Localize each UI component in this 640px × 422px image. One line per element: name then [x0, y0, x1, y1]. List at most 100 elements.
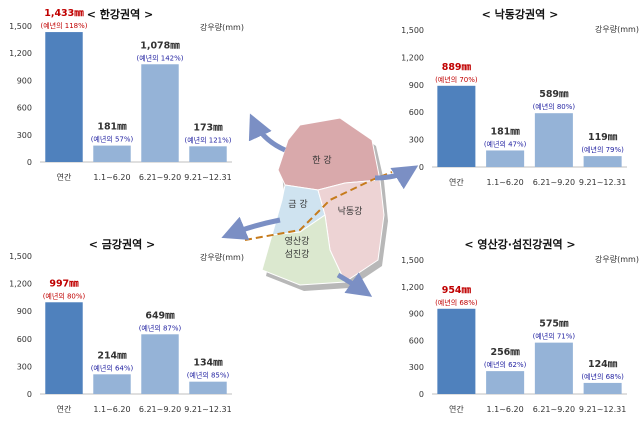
x-tick-label: 1.1~6.20 [487, 178, 524, 187]
value-label: 256㎜ [490, 347, 520, 358]
percent-label: (예년의 80%) [43, 291, 86, 300]
value-label: 889㎜ [442, 62, 472, 73]
percent-label: (예년의 47%) [484, 139, 527, 148]
x-tick-label: 6.21~9.20 [533, 178, 575, 187]
percent-label: (예년의 68%) [435, 298, 478, 307]
y-tick-label: 600 [409, 336, 424, 345]
value-label: 575㎜ [539, 319, 569, 330]
chart-title: < 영산강·섬진강권역 > [464, 237, 575, 251]
percent-label: (예년의 87%) [139, 323, 182, 332]
value-label: 181㎜ [97, 122, 127, 133]
y-tick-label: 900 [409, 310, 424, 319]
unit-label: 강우량(mm) [200, 252, 244, 262]
y-tick-label: 0 [27, 158, 32, 167]
unit-label: 강우량(mm) [595, 254, 639, 264]
x-tick-label: 9.21~12.31 [184, 405, 231, 414]
map-label-yeongsan: 영산강 [285, 236, 310, 247]
value-label: 589㎜ [539, 89, 569, 100]
y-tick-label: 300 [409, 136, 424, 145]
y-tick-label: 1,200 [9, 280, 32, 289]
percent-label: (예년의 71%) [533, 332, 576, 341]
percent-label: (예년의 64%) [91, 363, 134, 372]
percent-label: (예년의 62%) [484, 360, 527, 369]
bar-2 [141, 334, 179, 394]
map-label-nakdong: 낙동강 [338, 206, 363, 217]
y-tick-label: 600 [409, 108, 424, 117]
chart-title: < 한강권역 > [87, 7, 154, 21]
x-tick-label: 1.1~6.20 [93, 405, 130, 414]
y-tick-label: 1,500 [401, 26, 424, 35]
bar-1 [486, 150, 525, 167]
y-tick-label: 1,500 [9, 22, 32, 31]
chart-title: < 금강권역 > [89, 237, 156, 251]
x-tick-label: 6.21~9.20 [139, 173, 181, 182]
map-label-han: 한 강 [312, 155, 331, 166]
percent-label: (예년의 70%) [435, 75, 478, 84]
bar-1 [93, 145, 131, 162]
x-tick-label: 6.21~9.20 [533, 405, 575, 414]
percent-label: (예년의 79%) [581, 145, 624, 154]
x-tick-label: 연간 [57, 172, 72, 182]
bar-3 [583, 156, 622, 167]
bar-3 [189, 381, 227, 394]
y-tick-label: 300 [17, 362, 32, 371]
bar-1 [93, 374, 131, 394]
y-tick-label: 0 [419, 163, 424, 172]
x-tick-label: 1.1~6.20 [93, 173, 130, 182]
bar-1 [486, 371, 525, 394]
bar-2 [534, 113, 573, 167]
y-tick-label: 1,200 [9, 49, 32, 58]
y-tick-label: 600 [17, 104, 32, 113]
bar-2 [141, 64, 179, 162]
bar-0 [437, 85, 476, 167]
x-tick-label: 연간 [449, 404, 464, 414]
value-label: 1,078㎜ [140, 40, 180, 51]
value-label: 214㎜ [97, 350, 127, 361]
bar-2 [534, 342, 573, 394]
y-tick-label: 0 [419, 390, 424, 399]
value-label: 997㎜ [49, 278, 79, 289]
y-tick-label: 900 [17, 307, 32, 316]
map-region-han [277, 117, 381, 191]
x-tick-label: 9.21~12.31 [579, 178, 626, 187]
value-label: 173㎜ [193, 122, 223, 133]
value-label: 954㎜ [442, 285, 472, 296]
y-tick-label: 300 [17, 131, 32, 140]
bar-3 [583, 382, 622, 394]
x-tick-label: 연간 [449, 177, 464, 187]
map-label-seomjin: 섬진강 [285, 249, 310, 260]
percent-label: (예년의 57%) [91, 135, 134, 144]
bar-0 [437, 308, 476, 394]
y-tick-label: 1,200 [401, 283, 424, 292]
y-tick-label: 1,500 [9, 252, 32, 261]
y-tick-label: 1,500 [401, 256, 424, 265]
percent-label: (예년의 121%) [184, 135, 231, 144]
percent-label: (예년의 118%) [40, 21, 87, 30]
bar-3 [189, 146, 227, 162]
x-tick-label: 9.21~12.31 [184, 173, 231, 182]
y-tick-label: 0 [27, 390, 32, 399]
percent-label: (예년의 80%) [533, 102, 576, 111]
unit-label: 강우량(mm) [595, 24, 639, 34]
value-label: 119㎜ [588, 132, 618, 143]
x-tick-label: 연간 [57, 404, 72, 414]
chart-nakdong-river: < 낙동강권역 > 강우량(mm) 0 300 600 900 1,200 1,500 889㎜… [401, 7, 639, 187]
chart-yeongsan-seomjin-river: < 영산강·섬진강권역 > 강우량(mm) 0 300 600 900 1,200 1,500… [401, 237, 639, 414]
map-region-yeongsan-seomjin [261, 214, 346, 286]
x-tick-label: 6.21~9.20 [139, 405, 181, 414]
y-tick-label: 900 [17, 76, 32, 85]
percent-label: (예년의 68%) [581, 372, 624, 381]
chart-geum-river: < 금강권역 > 강우량(mm) 0 300 600 900 1,200 1,500 997㎜ (… [9, 237, 244, 414]
x-tick-label: 9.21~12.31 [579, 405, 626, 414]
x-tick-label: 1.1~6.20 [487, 405, 524, 414]
map-label-geum: 금 강 [288, 199, 307, 210]
value-label: 134㎜ [193, 358, 223, 369]
value-label: 181㎜ [490, 126, 520, 137]
y-tick-label: 300 [409, 363, 424, 372]
chart-han-river: < 한강권역 > 강우량(mm) 0 300 600 900 1,200 1,500 1,433… [9, 7, 244, 182]
percent-label: (예년의 142%) [136, 53, 183, 62]
chart-title: < 낙동강권역 > [482, 7, 559, 21]
y-tick-label: 900 [409, 81, 424, 90]
value-label: 1,433㎜ [44, 8, 84, 19]
